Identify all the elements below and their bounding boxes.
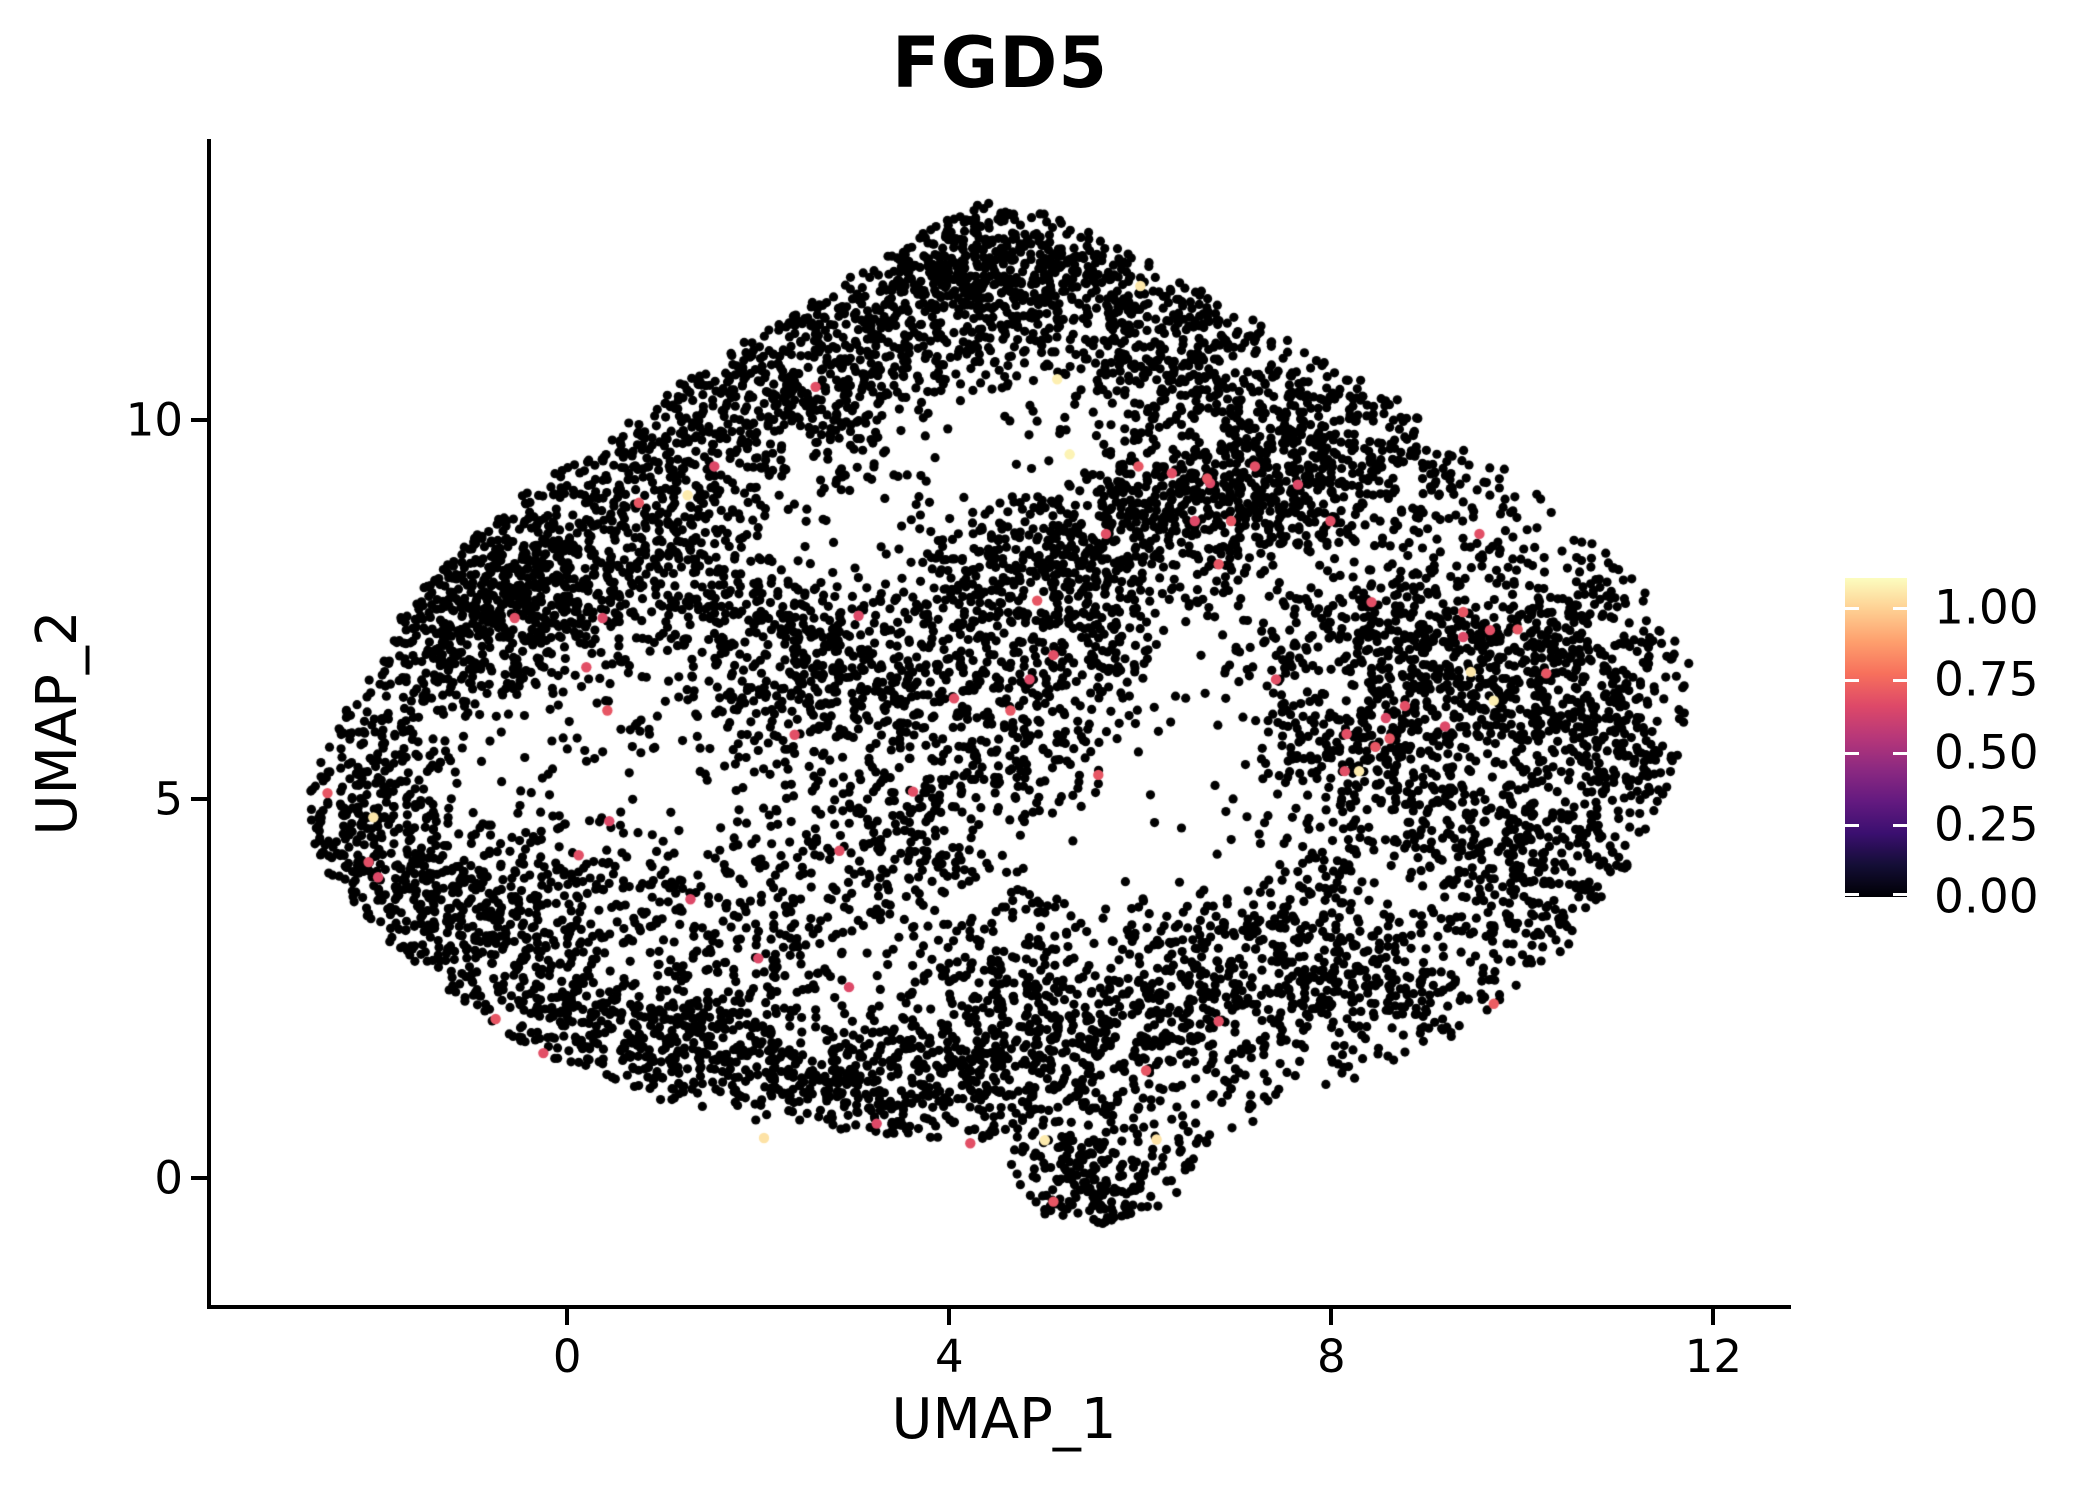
colorbar-tick-mark <box>1845 751 1859 755</box>
y-tick-mark <box>191 418 207 423</box>
colorbar-tick-mark <box>1893 893 1907 896</box>
colorbar-tick-label: 0.50 <box>1934 725 2039 781</box>
y-tick-mark <box>191 1176 207 1181</box>
colorbar-tick-label: 0.00 <box>1934 869 2039 925</box>
x-axis-title: UMAP_1 <box>891 1387 1117 1452</box>
colorbar-tick-label: 1.00 <box>1934 580 2039 636</box>
colorbar-tick-mark <box>1845 823 1859 827</box>
x-tick-mark <box>1711 1309 1716 1325</box>
colorbar-legend: 1.00 0.75 0.50 0.25 0.00 <box>1820 550 2100 950</box>
x-tick-label: 4 <box>934 1330 964 1383</box>
colorbar-tick-mark <box>1845 679 1859 683</box>
x-tick-mark <box>565 1309 570 1325</box>
colorbar-tick-mark <box>1845 607 1859 611</box>
x-tick-label: 0 <box>552 1330 582 1383</box>
y-tick-mark <box>191 797 207 802</box>
colorbar-tick-mark <box>1893 607 1907 611</box>
x-tick-label: 8 <box>1317 1330 1346 1383</box>
y-axis-title: UMAP_2 <box>25 610 90 836</box>
colorbar-tick-mark <box>1893 679 1907 683</box>
colorbar-tick-label: 0.75 <box>1934 652 2039 708</box>
x-tick-label: 12 <box>1684 1330 1743 1383</box>
colorbar-gradient <box>1845 578 1907 897</box>
y-tick-label: 5 <box>154 772 183 826</box>
x-tick-mark <box>1329 1309 1334 1325</box>
x-axis-line <box>207 1305 1791 1309</box>
colorbar-tick-mark <box>1893 823 1907 827</box>
colorbar-tick-mark <box>1893 751 1907 755</box>
x-tick-mark <box>947 1309 952 1325</box>
y-tick-label: 0 <box>154 1151 183 1205</box>
y-tick-label: 10 <box>125 393 183 447</box>
colorbar-tick-mark <box>1845 893 1859 896</box>
colorbar-tick-label: 0.25 <box>1934 797 2039 853</box>
y-axis-line <box>207 139 211 1309</box>
